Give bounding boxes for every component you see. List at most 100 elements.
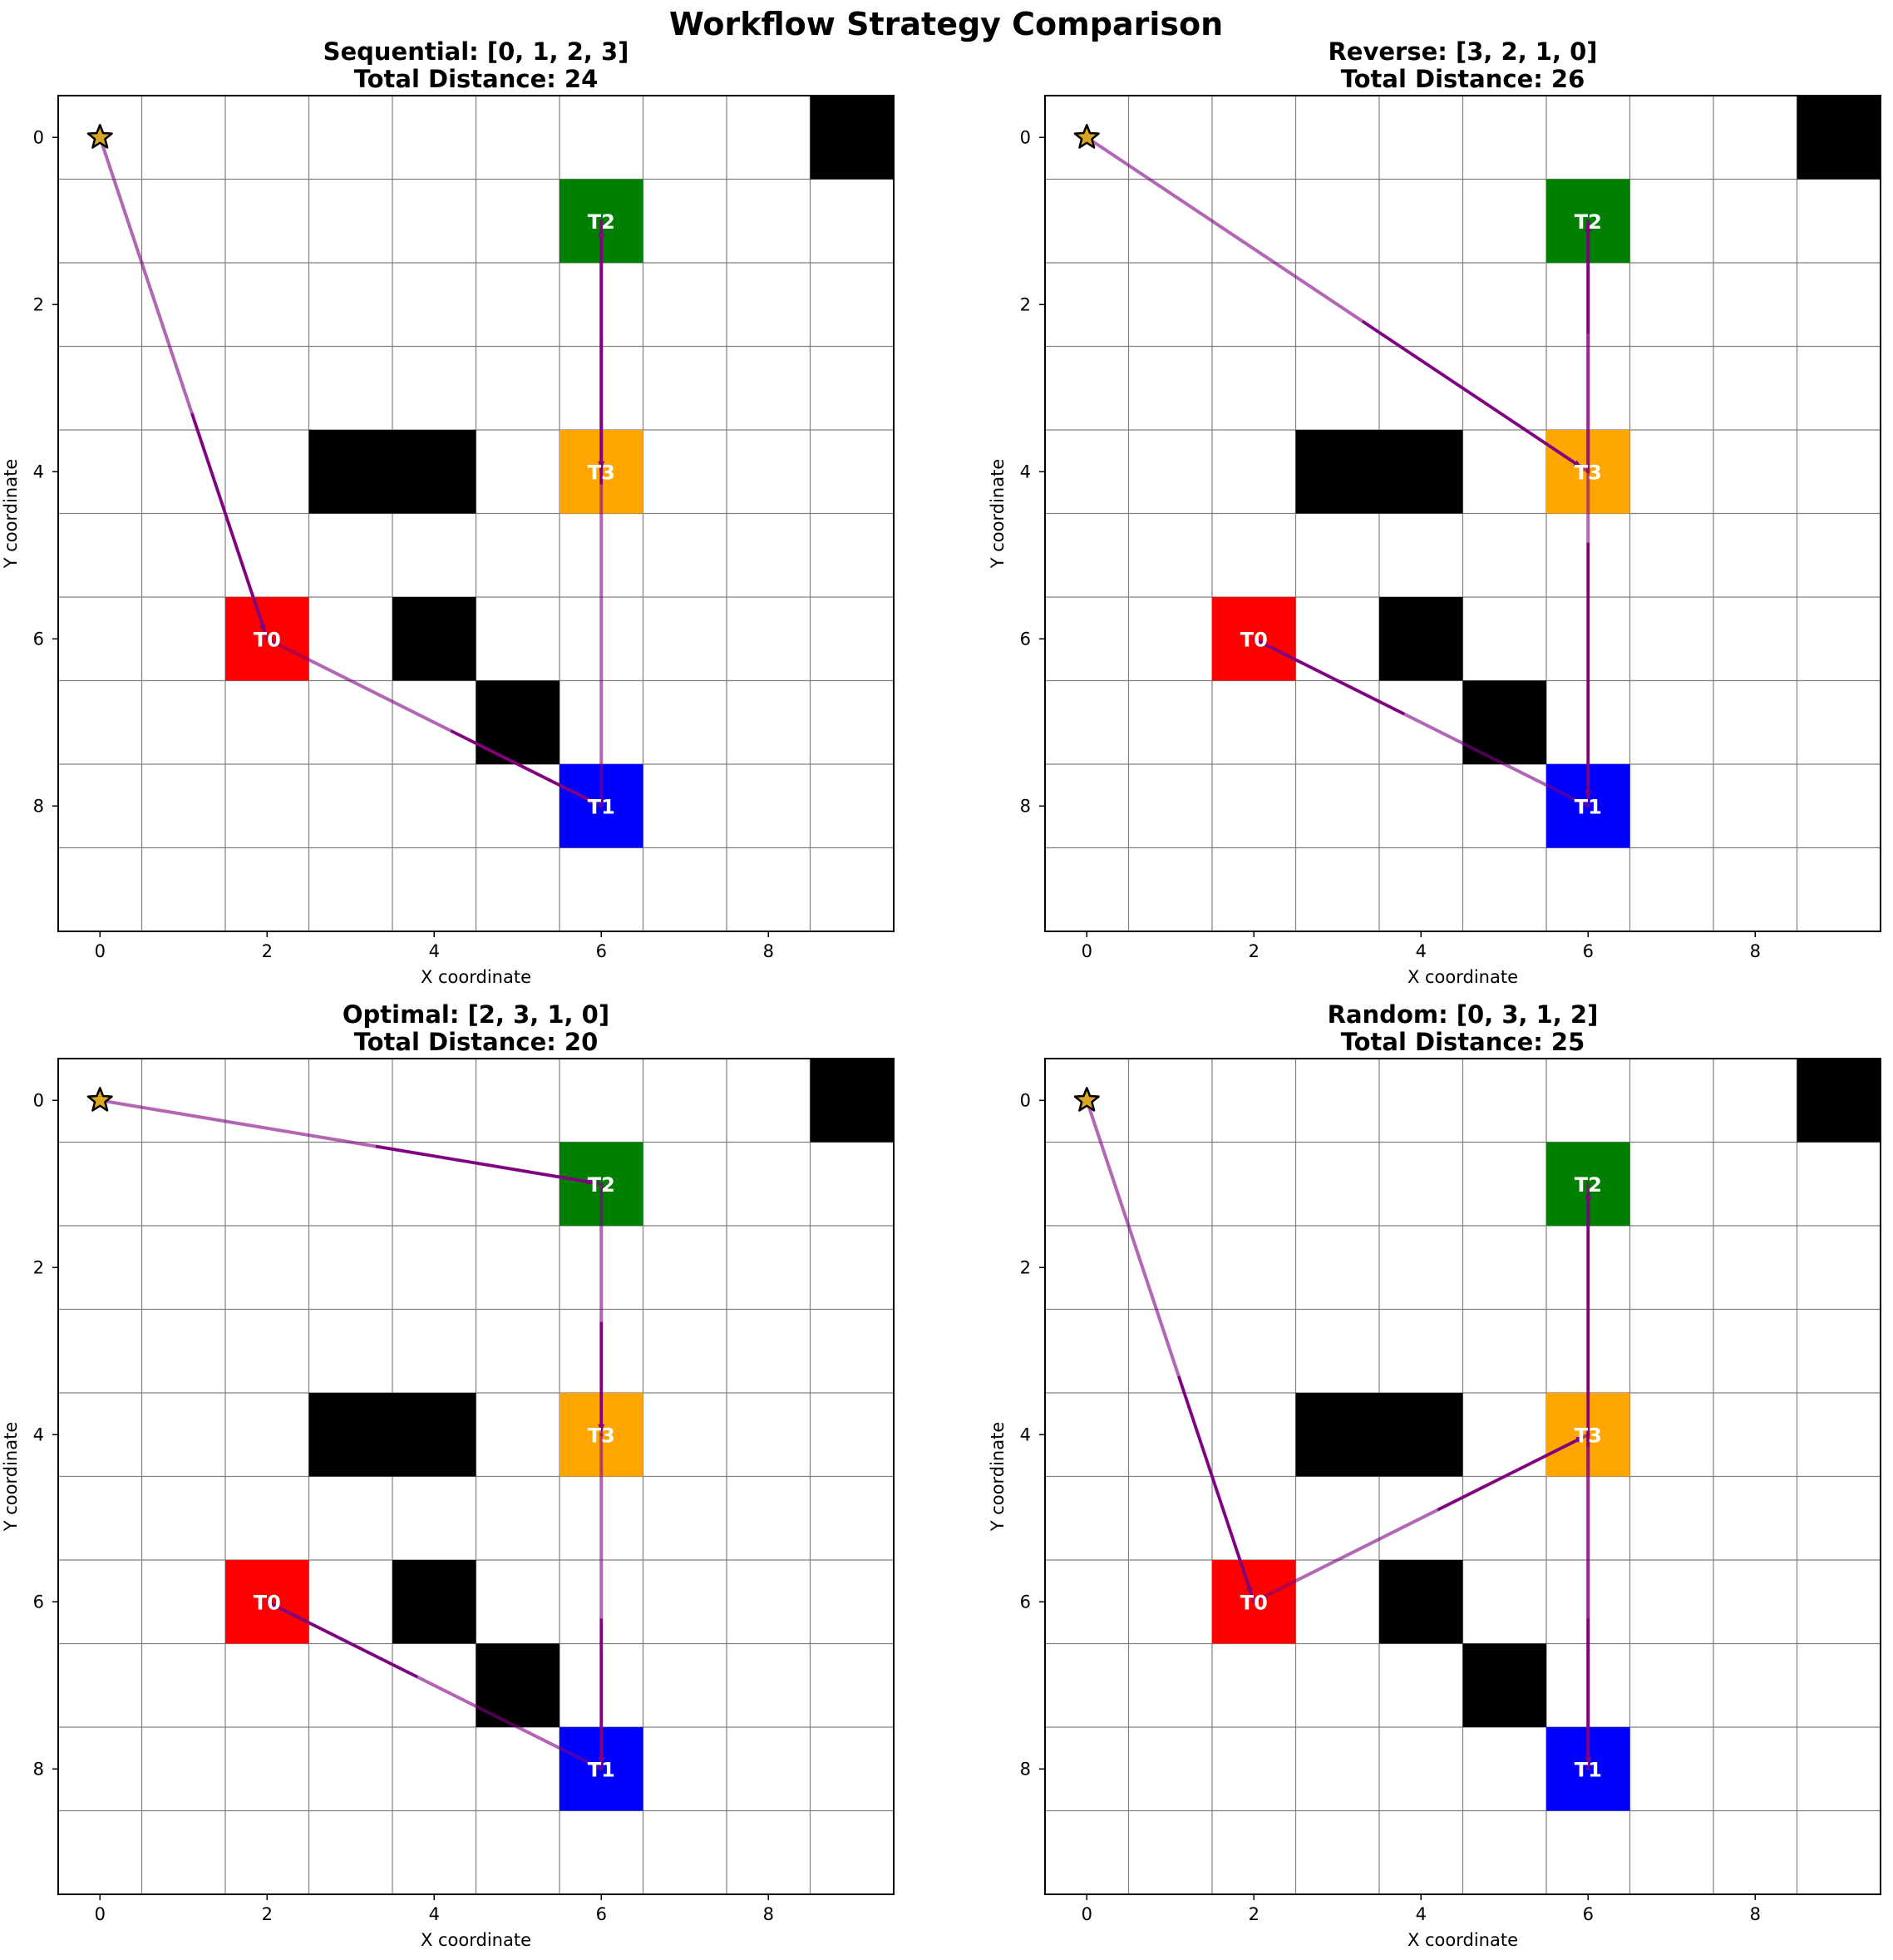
task-label-t3: T3: [588, 1424, 615, 1447]
x-axis-label: X coordinate: [1407, 1930, 1518, 1950]
chart-title-line1: Optimal: [2, 3, 1, 0]: [343, 1000, 609, 1029]
y-tick-label: 4: [1020, 1424, 1031, 1444]
obstacle-cell: [476, 1643, 560, 1727]
start-star-icon: [1073, 124, 1100, 149]
obstacle-cell: [1462, 680, 1546, 764]
x-tick-label: 8: [763, 1904, 774, 1924]
y-axis-label: Y coordinate: [988, 1422, 1008, 1533]
x-axis-label: X coordinate: [421, 1930, 531, 1950]
y-tick-label: 6: [1020, 629, 1031, 649]
task-label-t2: T2: [1575, 210, 1602, 234]
chart-panel-4: Random: [0, 3, 1, 2]Total Distance: 25 T0…: [988, 1000, 1881, 1950]
x-tick-label: 0: [95, 1904, 106, 1924]
obstacle-cell: [392, 1560, 476, 1644]
y-tick-label: 0: [1020, 127, 1031, 147]
y-tick-label: 0: [33, 1090, 44, 1110]
obstacle-cell: [1379, 430, 1463, 514]
x-tick-label: 2: [1249, 941, 1260, 961]
y-tick-label: 6: [1020, 1592, 1031, 1612]
task-label-t1: T1: [1575, 795, 1602, 818]
x-tick-label: 8: [1750, 941, 1761, 961]
x-tick-label: 2: [262, 941, 273, 961]
x-tick-label: 0: [1082, 941, 1092, 961]
y-axis-label: Y coordinate: [1, 459, 21, 570]
y-tick-label: 0: [1020, 1090, 1031, 1110]
path-arrow: [450, 729, 598, 805]
obstacle-cell: [1797, 96, 1881, 180]
y-tick-label: 2: [1020, 294, 1031, 314]
path-arrow: [271, 1602, 418, 1679]
obstacle-cell: [1295, 430, 1379, 514]
x-tick-label: 8: [763, 941, 774, 961]
chart-title-line1: Reverse: [3, 2, 1, 0]: [1328, 37, 1597, 66]
chart-title-line2: Total Distance: 20: [354, 1028, 599, 1056]
y-tick-label: 0: [33, 127, 44, 147]
chart-panel-3: Optimal: [2, 3, 1, 0]Total Distance: 20 T…: [1, 1000, 895, 1950]
task-label-t0: T0: [254, 628, 281, 651]
chart-panel-1: Sequential: [0, 1, 2, 3]Total Distance: …: [1, 37, 895, 987]
obstacle-cell: [1295, 1393, 1379, 1477]
y-tick-label: 8: [33, 1759, 44, 1779]
chart-title-line2: Total Distance: 26: [1341, 65, 1585, 93]
x-axis-label: X coordinate: [1407, 967, 1518, 987]
path-arrow: [1258, 639, 1405, 716]
y-tick-label: 6: [33, 1592, 44, 1612]
obstacle-cell: [392, 430, 476, 514]
path-arrow: [190, 412, 266, 633]
obstacle-cell: [1379, 1393, 1463, 1477]
axes-frame: [1044, 95, 1881, 932]
start-star-icon: [1073, 1087, 1100, 1112]
task-label-t2: T2: [588, 210, 615, 234]
obstacle-cell: [392, 1393, 476, 1477]
x-tick-label: 6: [596, 1904, 607, 1924]
y-tick-label: 4: [33, 1424, 44, 1444]
path-arrow: [1361, 319, 1582, 468]
obstacle-cell: [1797, 1059, 1881, 1143]
chart-title-line2: Total Distance: 25: [1341, 1028, 1585, 1056]
obstacle-cell: [476, 680, 560, 764]
start-star-icon: [86, 124, 113, 149]
chart-title-line2: Total Distance: 24: [354, 65, 599, 93]
x-tick-label: 2: [262, 1904, 273, 1924]
task-label-t3: T3: [1575, 461, 1602, 484]
obstacle-cell: [308, 430, 392, 514]
task-label-t3: T3: [588, 461, 615, 484]
x-tick-label: 4: [429, 941, 440, 961]
x-tick-label: 0: [1082, 1904, 1092, 1924]
task-label-t0: T0: [254, 1591, 281, 1614]
x-tick-label: 4: [1416, 941, 1427, 961]
x-tick-label: 4: [1416, 1904, 1427, 1924]
y-tick-label: 2: [33, 294, 44, 314]
obstacle-cell: [1462, 1643, 1546, 1727]
task-label-t1: T1: [588, 1758, 615, 1781]
x-tick-label: 6: [1583, 1904, 1594, 1924]
chart-title-line1: Random: [0, 3, 1, 2]: [1328, 1000, 1599, 1029]
y-axis-label: Y coordinate: [988, 459, 1008, 570]
task-label-t0: T0: [1240, 628, 1268, 651]
x-tick-label: 8: [1750, 1904, 1761, 1924]
y-axis-label: Y coordinate: [1, 1422, 21, 1533]
axes-frame: [1044, 1058, 1881, 1895]
obstacle-cell: [810, 96, 894, 180]
x-axis-label: X coordinate: [421, 967, 531, 987]
obstacle-cell: [308, 1393, 392, 1477]
y-tick-label: 6: [33, 629, 44, 649]
task-label-t2: T2: [588, 1173, 615, 1197]
x-tick-label: 2: [1249, 1904, 1260, 1924]
task-label-t2: T2: [1575, 1173, 1602, 1197]
chart-title-line1: Sequential: [0, 1, 2, 3]: [323, 37, 629, 66]
obstacle-cell: [1379, 597, 1463, 681]
obstacle-cell: [392, 597, 476, 681]
x-tick-label: 6: [1583, 941, 1594, 961]
x-tick-label: 6: [596, 941, 607, 961]
chart-panel-2: Reverse: [3, 2, 1, 0]Total Distance: 26 T…: [988, 37, 1881, 987]
y-tick-label: 8: [1020, 1759, 1031, 1779]
y-tick-label: 4: [33, 462, 44, 481]
y-tick-label: 2: [33, 1257, 44, 1277]
figure-title: Workflow Strategy Comparison: [669, 6, 1223, 42]
path-arrow: [1177, 1375, 1253, 1596]
start-star-icon: [86, 1087, 113, 1112]
y-tick-label: 8: [1020, 796, 1031, 816]
task-label-t0: T0: [1240, 1591, 1268, 1614]
